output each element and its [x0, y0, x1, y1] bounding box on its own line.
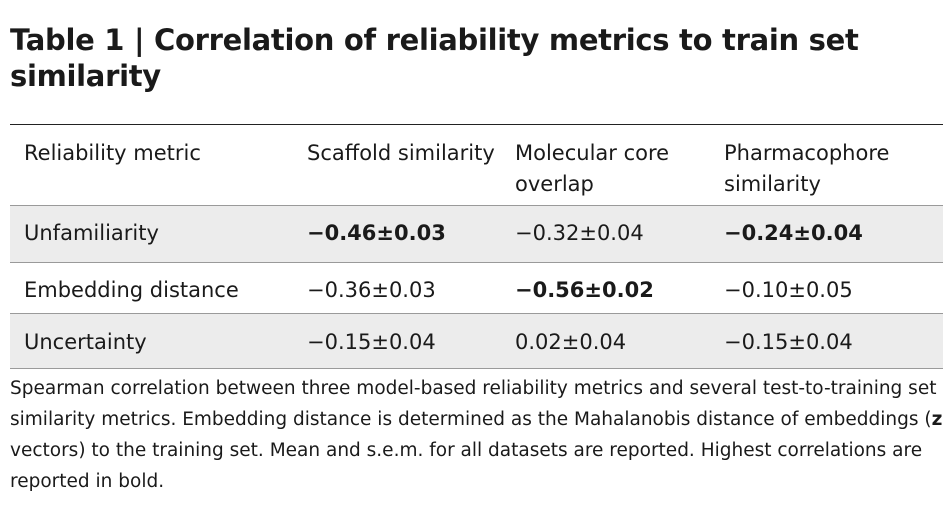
- row-label: Uncertainty: [24, 330, 147, 354]
- table-row: Uncertainty −0.15±0.04 0.02±0.04 −0.15±0.04: [10, 313, 943, 369]
- caption-text: Spearman correlation between three model…: [10, 378, 937, 430]
- header-cell: Molecular core overlap: [515, 141, 670, 196]
- header-row: Reliability metric Scaffold similarity Mol…: [10, 124, 943, 206]
- table-body: Unfamiliarity −0.46±0.03 −0.32±0.04 −0.24±0…: [10, 205, 943, 369]
- caption-text: vectors) to the training set. Mean and s…: [10, 440, 923, 492]
- value-cell: −0.46±0.03: [307, 221, 446, 245]
- value-cell: −0.32±0.04: [515, 221, 644, 245]
- header-cell: Reliability metric: [24, 141, 201, 165]
- caption-text: z: [931, 409, 943, 430]
- value-cell: −0.15±0.04: [724, 330, 853, 354]
- value-cell: −0.36±0.03: [307, 278, 436, 302]
- row-label: Unfamiliarity: [24, 221, 159, 245]
- value-cell: −0.15±0.04: [307, 330, 436, 354]
- value-cell: −0.24±0.04: [724, 221, 863, 245]
- table-header: Reliability metric Scaffold similarity Mol…: [10, 124, 943, 206]
- table: Reliability metric Scaffold similarity Mol…: [10, 124, 943, 369]
- value-cell: −0.56±0.02: [515, 278, 654, 302]
- table-row: Unfamiliarity −0.46±0.03 −0.32±0.04 −0.24±0…: [10, 205, 943, 263]
- header-cell: Pharmacophore similarity: [724, 141, 890, 196]
- caption: Spearman correlation between three model…: [10, 373, 945, 497]
- table-row: Embedding distance −0.36±0.03 −0.56±0.02 −0…: [10, 262, 943, 314]
- row-label: Embedding distance: [24, 278, 239, 302]
- value-cell: −0.10±0.05: [724, 278, 853, 302]
- value-cell: 0.02±0.04: [515, 330, 627, 354]
- header-cell: Scaffold similarity: [307, 141, 495, 165]
- table-title: Table 1 | Correlation of reliability met…: [10, 23, 859, 93]
